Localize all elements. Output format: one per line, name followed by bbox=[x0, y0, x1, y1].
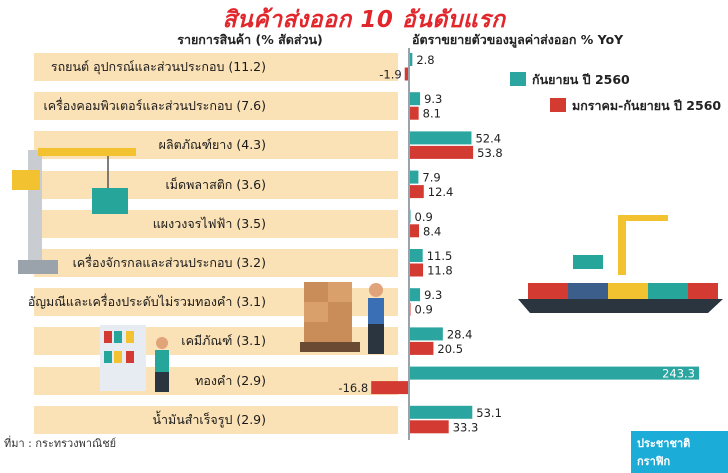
bar-sep bbox=[409, 327, 443, 341]
brand-badge: ประชาชาติกราฟิก bbox=[631, 431, 728, 473]
legend-label-sep: กันยายน ปี 2560 bbox=[532, 72, 630, 87]
legend-item-jansep: มกราคม-กันยายน ปี 2560 bbox=[550, 96, 721, 116]
category-label: เครื่องจักรกลและส่วนประกอบ (3.2) bbox=[72, 255, 266, 270]
bar-value-label: 8.1 bbox=[423, 107, 441, 121]
bar-sep bbox=[409, 92, 421, 106]
category-label: อัญมณีและเครื่องประดับไม่รวมทองคำ (3.1) bbox=[27, 294, 266, 310]
bar-value-label: 28.4 bbox=[447, 327, 473, 341]
category-header: รายการสินค้า (% สัดส่วน) bbox=[177, 32, 323, 47]
bar-value-label: 9.3 bbox=[424, 288, 442, 302]
bar-jansep bbox=[409, 145, 474, 159]
category-row-bg bbox=[34, 249, 398, 277]
bar-value-label: 52.4 bbox=[475, 131, 501, 145]
bar-value-label: -16.8 bbox=[338, 381, 368, 395]
bar-sep bbox=[409, 170, 419, 184]
warehouse-worker-illustration bbox=[300, 282, 384, 354]
bar-value-label: -1.9 bbox=[379, 68, 401, 82]
crane-illustration bbox=[12, 148, 136, 274]
category-label: เครื่องคอมพิวเตอร์และส่วนประกอบ (7.6) bbox=[43, 98, 266, 114]
legend-label-jansep: มกราคม-กันยายน ปี 2560 bbox=[572, 98, 722, 113]
chart-title: สินค้าส่งออก 10 อันดับแรก bbox=[222, 7, 506, 33]
bar-value-label: 9.3 bbox=[424, 92, 442, 106]
category-row-bg bbox=[34, 405, 398, 434]
bar-value-label: 33.3 bbox=[453, 420, 479, 434]
bar-value-label: 2.8 bbox=[416, 53, 434, 67]
bar-jansep bbox=[409, 224, 420, 238]
bar-value-label: 8.4 bbox=[423, 224, 441, 238]
legend-swatch-jansep bbox=[550, 98, 566, 112]
bar-sep bbox=[409, 405, 473, 419]
legend-swatch-sep bbox=[510, 72, 526, 86]
bar-jansep bbox=[409, 106, 419, 120]
bar-sep bbox=[409, 53, 413, 66]
bar-value-label: 11.5 bbox=[427, 249, 453, 263]
bar-sep bbox=[409, 131, 472, 145]
category-row-bg bbox=[34, 209, 398, 238]
bar-chart: 2.8-1.99.38.152.453.87.912.40.98.411.511… bbox=[338, 53, 699, 434]
bar-jansep bbox=[409, 263, 424, 277]
category-label: แผงวงจรไฟฟ้า (3.5) bbox=[152, 215, 266, 231]
bar-value-label: 11.8 bbox=[427, 264, 453, 278]
bar-jansep bbox=[409, 420, 449, 434]
category-row-bg bbox=[34, 92, 398, 121]
category-label: ผลิตภัณฑ์ยาง (4.3) bbox=[158, 137, 266, 153]
shelf-shopper-illustration bbox=[100, 325, 169, 392]
bar-value-label: 0.9 bbox=[415, 303, 433, 317]
bar-sep bbox=[409, 288, 421, 302]
bar-jansep bbox=[409, 185, 424, 199]
bar-jansep bbox=[404, 67, 409, 81]
category-row-bg bbox=[34, 366, 398, 395]
category-label: เม็ดพลาสติก (3.6) bbox=[165, 176, 266, 192]
category-label: รถยนต์ อุปกรณ์และส่วนประกอบ (11.2) bbox=[50, 59, 266, 74]
bar-sep bbox=[409, 249, 423, 262]
bar-value-label: 53.8 bbox=[477, 146, 503, 160]
zero-axis bbox=[408, 48, 410, 440]
category-label: ทองคำ (2.9) bbox=[195, 372, 266, 388]
bar-jansep bbox=[409, 341, 434, 355]
bar-value-label: 243.3 bbox=[662, 367, 695, 381]
bar-value-label: 0.9 bbox=[415, 210, 433, 224]
bar-jansep bbox=[371, 381, 409, 395]
category-label: น้ำมันสำเร็จรูป (2.9) bbox=[152, 411, 266, 427]
category-row-bg bbox=[34, 53, 398, 81]
ship-illustration bbox=[518, 215, 723, 313]
bar-value-label: 12.4 bbox=[428, 185, 454, 199]
bar-value-label: 7.9 bbox=[422, 171, 440, 185]
category-label: เคมีภัณฑ์ (3.1) bbox=[181, 333, 266, 349]
legend-item-sep: กันยายน ปี 2560 bbox=[510, 70, 630, 90]
growth-header: อัตราขยายตัวของมูลค่าส่งออก % YoY bbox=[412, 32, 624, 47]
bar-value-label: 20.5 bbox=[437, 342, 463, 356]
bar-sep bbox=[409, 366, 699, 380]
source-note: ที่มา : กระทรวงพาณิชย์ bbox=[4, 437, 117, 450]
bar-value-label: 53.1 bbox=[476, 406, 502, 420]
